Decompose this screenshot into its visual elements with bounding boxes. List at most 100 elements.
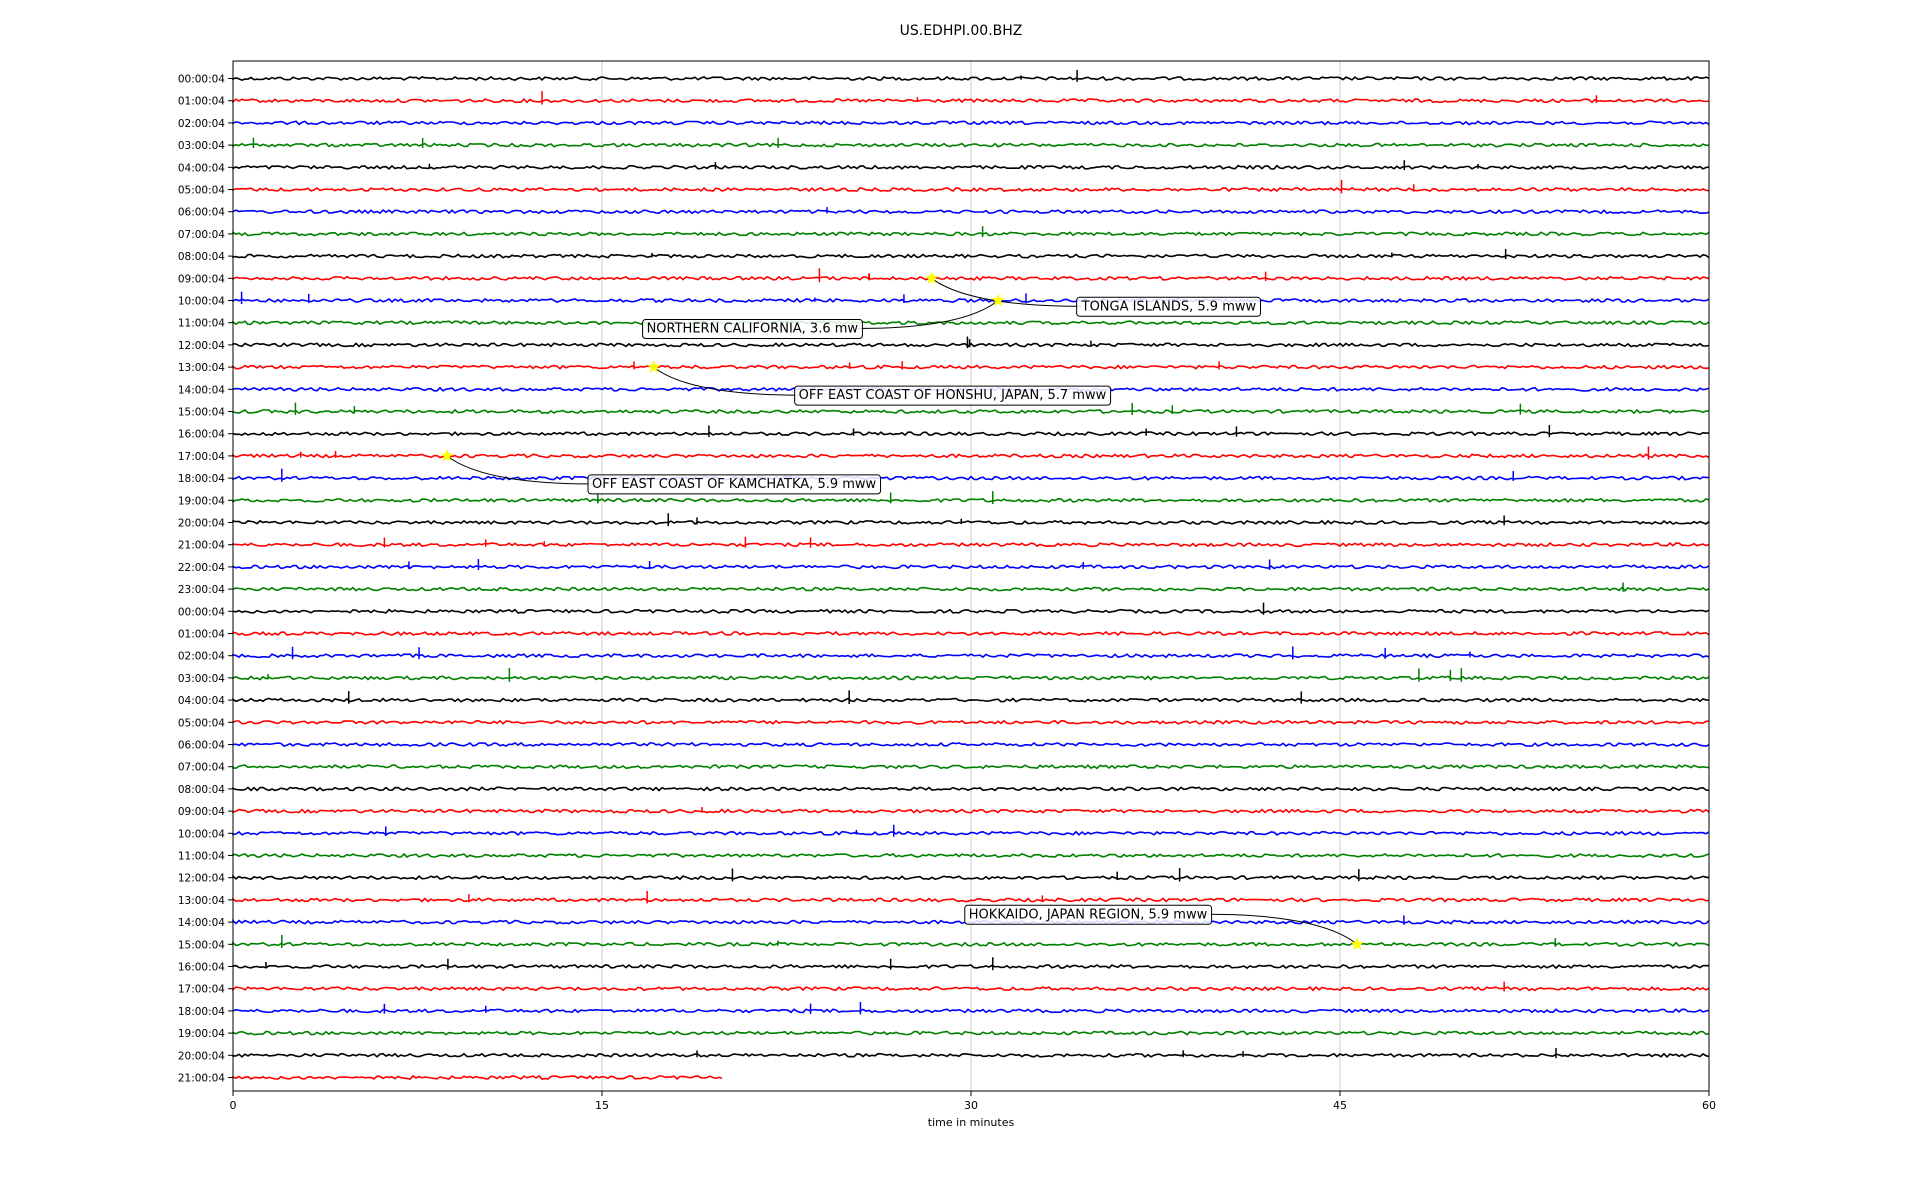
row-label: 07:00:04 (178, 762, 225, 774)
row-label: 16:00:04 (178, 962, 225, 974)
row-label: 21:00:04 (178, 1073, 225, 1085)
seismic-trace (232, 697, 1710, 703)
x-axis-label: time in minutes (928, 1116, 1015, 1129)
seismic-trace (232, 542, 1710, 548)
event-label-text: TONGA ISLANDS, 5.9 mww (1081, 299, 1257, 314)
row-label: 21:00:04 (178, 540, 225, 552)
seismic-trace (232, 874, 1710, 881)
row-label: 14:00:04 (178, 917, 225, 929)
seismic-trace (232, 963, 1710, 970)
seismic-trace (232, 497, 1710, 504)
seismic-trace (232, 941, 1710, 947)
seismic-trace (232, 186, 1710, 193)
x-axis-ticks: 0 15 30 45 60 (230, 1091, 1716, 1112)
row-labels: 00:00:04 01:00:04 02:00:04 03:00:04 04:00:04… (178, 74, 233, 1085)
seismic-trace (232, 209, 1710, 215)
seismic-trace (232, 897, 1710, 903)
seismic-trace (232, 764, 1710, 770)
seismic-trace (232, 830, 1710, 836)
grid-lines (601, 61, 1341, 1091)
row-label: 17:00:04 (178, 451, 225, 463)
row-label: 14:00:04 (178, 384, 225, 396)
seismic-trace (232, 586, 1710, 592)
event-label-text: HOKKAIDO, JAPAN REGION, 5.9 mww (969, 907, 1208, 922)
row-label: 07:00:04 (178, 229, 225, 241)
seismic-trace (232, 741, 1710, 748)
event-label: TONGA ISLANDS, 5.9 mww (1076, 296, 1262, 317)
event-label-box (587, 474, 882, 495)
row-label: 04:00:04 (178, 162, 225, 174)
event-label-text: OFF EAST COAST OF HONSHU, JAPAN, 5.7 mww (799, 388, 1107, 403)
event-connector (931, 277, 1082, 307)
row-label: 23:00:04 (178, 584, 225, 596)
seismic-trace (232, 75, 1710, 82)
seismic-trace (232, 408, 1710, 415)
row-label: 06:00:04 (178, 207, 225, 219)
x-tick-label: 45 (1333, 1099, 1347, 1112)
event-label-box (964, 904, 1213, 925)
seismic-trace (232, 675, 1710, 681)
event-star-marker (440, 448, 454, 462)
row-label: 19:00:04 (178, 495, 225, 507)
seismic-trace (232, 297, 1710, 304)
row-label: 16:00:04 (178, 429, 225, 441)
seismic-trace (232, 453, 1710, 459)
event-star-marker (925, 271, 939, 284)
seismic-trace (232, 808, 1710, 814)
row-label: 02:00:04 (178, 118, 225, 130)
row-label: 03:00:04 (178, 673, 225, 685)
seismic-trace (232, 786, 1710, 792)
row-label: 09:00:04 (178, 273, 225, 285)
seismic-trace (232, 608, 1710, 614)
seismic-trace (232, 653, 1710, 659)
row-label: 08:00:04 (178, 784, 225, 796)
row-label: 12:00:04 (178, 340, 225, 352)
event-label-box (794, 385, 1112, 406)
row-label: 17:00:04 (178, 984, 225, 996)
seismic-trace (232, 253, 1710, 259)
seismic-trace (232, 231, 1710, 237)
seismic-trace (232, 320, 1710, 326)
seismic-trace (232, 1052, 1710, 1059)
event-annotations: TONGA ISLANDS, 5.9 mww NORTHERN CALIFORNI… (440, 271, 1364, 950)
seismic-trace (232, 475, 1709, 481)
row-label: 00:00:04 (178, 74, 225, 86)
seismic-trace (232, 120, 1710, 126)
seismic-trace (232, 564, 1710, 570)
row-label: 03:00:04 (178, 140, 225, 152)
event-connector (858, 300, 999, 329)
row-label: 05:00:04 (178, 717, 225, 729)
event-connector (653, 366, 799, 396)
seismic-trace (232, 519, 1710, 526)
row-label: 01:00:04 (178, 96, 225, 108)
event-star-marker (1350, 937, 1364, 950)
event-label: NORTHERN CALIFORNIA, 3.6 mw (642, 319, 863, 339)
row-label: 18:00:04 (178, 1006, 225, 1018)
row-label: 00:00:04 (178, 606, 225, 618)
event-label: OFF EAST COAST OF KAMCHATKA, 5.9 mww (587, 474, 882, 495)
seismic-trace (232, 1074, 723, 1080)
row-label: 01:00:04 (178, 629, 225, 641)
row-label: 18:00:04 (178, 473, 225, 485)
event-label-box (1076, 296, 1262, 317)
row-label: 02:00:04 (178, 651, 225, 663)
row-label: 19:00:04 (178, 1028, 225, 1040)
row-label: 08:00:04 (178, 251, 225, 263)
event-connector (446, 455, 593, 485)
row-label: 04:00:04 (178, 695, 225, 707)
row-label: 20:00:04 (178, 1050, 225, 1062)
x-tick-label: 60 (1702, 1099, 1716, 1112)
event-label: OFF EAST COAST OF HONSHU, JAPAN, 5.7 mww (794, 385, 1112, 406)
seismic-trace (232, 1008, 1710, 1014)
event-label-text: NORTHERN CALIFORNIA, 3.6 mw (647, 322, 859, 337)
row-label: 15:00:04 (178, 407, 225, 419)
seismic-trace (232, 275, 1710, 282)
row-label: 10:00:04 (178, 828, 225, 840)
seismic-trace (232, 630, 1710, 637)
seismic-trace (232, 431, 1710, 437)
event-connector (1207, 913, 1358, 945)
seismic-trace (232, 364, 1710, 370)
event-star-marker (647, 360, 661, 373)
seismic-trace (232, 719, 1709, 725)
